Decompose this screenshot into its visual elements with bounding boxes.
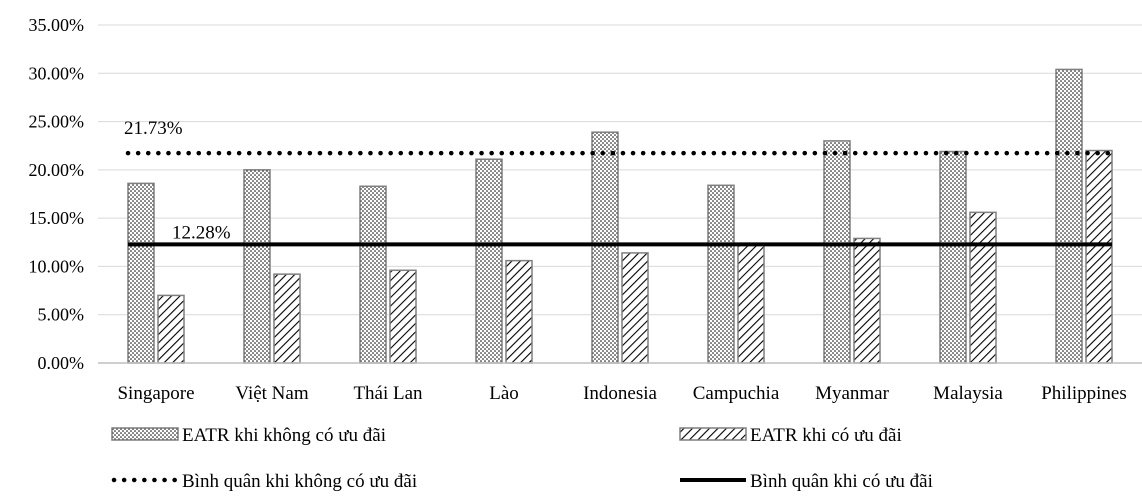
bar-with-incentive: [505, 259, 533, 364]
x-tick-label: Việt Nam: [235, 383, 308, 404]
legend-item: Bình quân khi có ưu đãi: [680, 471, 933, 492]
bar-with-incentive: [853, 237, 881, 364]
x-tick-label: Indonesia: [583, 383, 657, 404]
gridlines: [98, 24, 1142, 316]
bar-no-incentive: [127, 182, 155, 364]
y-tick-label: 10.00%: [29, 256, 85, 276]
y-tick-label: 30.00%: [29, 63, 85, 83]
y-tick-label: 0.00%: [38, 353, 85, 373]
x-tick-label: Philippines: [1041, 383, 1127, 404]
bar-with-incentive: [157, 294, 185, 364]
legend: EATR khi không có ưu đãi EATR khi có ưu đ…: [111, 425, 933, 492]
x-axis-category-labels: Singapore Việt Nam Thái Lan Lào Indonesia Cam…: [117, 383, 1126, 404]
y-axis-tick-labels: 0.00% 5.00% 10.00% 15.00% 20.00% 25.00% 30.00%…: [29, 15, 85, 373]
legend-item: Bình quân khi không có ưu đãi: [111, 471, 417, 492]
legend-label: Bình quân khi không có ưu đãi: [182, 471, 417, 492]
x-tick-label: Lào: [489, 383, 519, 404]
bar-no-incentive: [359, 185, 387, 364]
bar-no-incentive: [823, 140, 851, 364]
x-tick-label: Thái Lan: [353, 383, 423, 404]
y-tick-label: 15.00%: [29, 208, 85, 228]
bar-no-incentive: [939, 150, 967, 364]
bar-with-incentive: [737, 243, 765, 364]
y-tick-label: 25.00%: [29, 112, 85, 132]
bar-no-incentive: [1055, 68, 1083, 364]
legend-label: EATR khi không có ưu đãi: [182, 425, 386, 446]
bar-with-incentive: [1085, 149, 1113, 364]
legend-label: EATR khi có ưu đãi: [750, 425, 902, 446]
bar-no-incentive: [707, 184, 735, 364]
legend-swatch-hatch: [679, 427, 747, 441]
bar-with-incentive: [273, 273, 301, 364]
x-tick-label: Campuchia: [693, 383, 780, 404]
legend-label: Bình quân khi có ưu đãi: [750, 471, 933, 492]
legend-item: EATR khi có ưu đãi: [679, 425, 902, 446]
bar-with-incentive: [621, 252, 649, 364]
bars: [127, 68, 1113, 364]
bar-with-incentive: [969, 211, 997, 364]
bar-no-incentive: [243, 169, 271, 364]
x-tick-label: Malaysia: [933, 383, 1003, 404]
bar-no-incentive: [475, 158, 503, 364]
x-tick-label: Myanmar: [815, 383, 890, 404]
legend-item: EATR khi không có ưu đãi: [111, 425, 386, 446]
average-label-with-incentive: 12.28%: [172, 222, 231, 243]
y-tick-label: 5.00%: [38, 305, 85, 325]
bar-with-incentive: [389, 269, 417, 364]
bar-no-incentive: [591, 131, 619, 364]
x-tick-label: Singapore: [117, 383, 194, 404]
y-tick-label: 35.00%: [29, 15, 85, 35]
reference-lines: 21.73% 12.28%: [124, 118, 1115, 247]
average-label-no-incentive: 21.73%: [124, 118, 183, 139]
y-tick-label: 20.00%: [29, 160, 85, 180]
legend-swatch-dots: [111, 427, 179, 441]
